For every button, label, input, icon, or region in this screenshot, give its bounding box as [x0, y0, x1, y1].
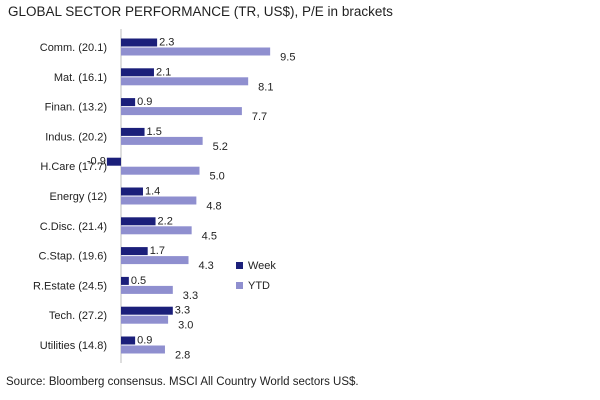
week-bar	[121, 247, 148, 256]
legend-ytd-label: YTD	[248, 280, 270, 292]
week-bar	[121, 187, 143, 196]
week-bar	[121, 68, 154, 77]
ytd-bar	[121, 107, 242, 116]
category-label: Energy (12)	[50, 191, 107, 203]
ytd-bar	[121, 285, 173, 294]
ytd-bar	[121, 256, 189, 265]
legend-ytd-swatch	[236, 282, 243, 289]
category-label: C.Disc. (21.4)	[40, 221, 107, 233]
legend-week-swatch	[236, 262, 243, 269]
week-bar	[121, 127, 145, 136]
ytd-bar	[121, 136, 203, 145]
week-value-label: 0.5	[131, 275, 146, 287]
ytd-value-label: 4.8	[206, 201, 221, 213]
ytd-bar	[121, 47, 271, 56]
week-bar	[121, 336, 136, 345]
week-bar	[121, 306, 173, 315]
ytd-bar	[121, 315, 169, 324]
week-value-label: 3.3	[175, 305, 190, 317]
week-value-label: -0.9	[87, 156, 106, 168]
week-bar	[121, 217, 156, 226]
week-bar	[121, 276, 129, 285]
category-label: Tech. (27.2)	[49, 310, 107, 322]
ytd-value-label: 4.5	[202, 230, 217, 242]
ytd-value-label: 5.2	[213, 141, 228, 153]
ytd-value-label: 9.5	[280, 52, 295, 64]
ytd-bar	[121, 77, 249, 86]
category-label: R.Estate (24.5)	[33, 280, 107, 292]
category-label: Comm. (20.1)	[40, 42, 107, 54]
category-label: Indus. (20.2)	[45, 131, 107, 143]
category-label: Utilities (14.8)	[40, 340, 107, 352]
ytd-bar	[121, 226, 192, 235]
week-value-label: 1.7	[150, 245, 165, 257]
week-bar	[121, 98, 136, 107]
ytd-value-label: 4.3	[199, 260, 214, 272]
ytd-bar	[121, 196, 197, 205]
ytd-value-label: 7.7	[252, 111, 267, 123]
week-value-label: 2.3	[159, 37, 174, 49]
ytd-value-label: 2.8	[175, 350, 190, 362]
category-label: H.Care (17.7)	[40, 161, 107, 173]
week-value-label: 2.1	[156, 66, 171, 78]
source-note: Source: Bloomberg consensus. MSCI All Co…	[6, 376, 359, 388]
category-label: Mat. (16.1)	[54, 72, 107, 84]
category-label: C.Stap. (19.6)	[39, 251, 107, 263]
week-value-label: 0.9	[137, 335, 152, 347]
ytd-bar	[121, 345, 165, 354]
chart-title: GLOBAL SECTOR PERFORMANCE (TR, US$), P/E…	[8, 4, 393, 19]
legend-week-label: Week	[248, 260, 276, 272]
week-bar	[121, 38, 158, 47]
week-value-label: 0.9	[137, 96, 152, 108]
week-bar	[106, 157, 121, 166]
week-value-label: 1.4	[145, 186, 160, 198]
week-value-label: 1.5	[147, 126, 162, 138]
week-value-label: 2.2	[158, 215, 173, 227]
category-label: Finan. (13.2)	[45, 102, 107, 114]
ytd-value-label: 8.1	[258, 81, 273, 93]
ytd-value-label: 5.0	[210, 171, 225, 183]
ytd-value-label: 3.0	[178, 320, 193, 332]
ytd-bar	[121, 166, 200, 175]
ytd-value-label: 3.3	[183, 290, 198, 302]
